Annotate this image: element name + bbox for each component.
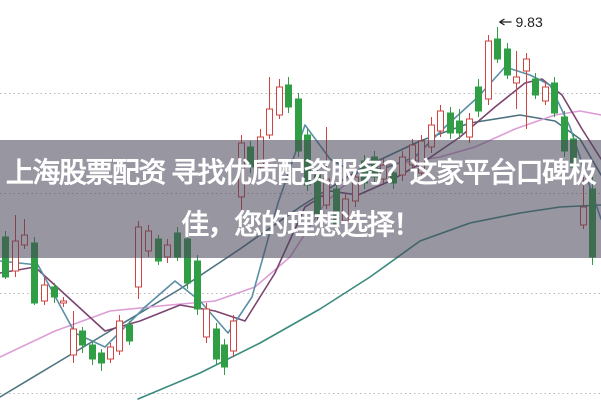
candle-body xyxy=(213,328,220,360)
headline-line-1: 上海股票配资 寻找优质配资服务？这家平台口碑极 xyxy=(5,157,597,188)
candle-body xyxy=(107,346,114,360)
candle-body xyxy=(466,118,473,138)
candle-body xyxy=(532,78,539,96)
candle-body xyxy=(504,48,511,76)
candle-body xyxy=(60,300,67,304)
candle-body xyxy=(513,76,520,84)
candle-body xyxy=(194,260,201,310)
candle-body xyxy=(276,86,283,116)
candle-body xyxy=(116,320,123,352)
candle-body xyxy=(551,82,558,114)
candle-body xyxy=(203,308,210,338)
candle-body xyxy=(98,352,105,364)
candle-body xyxy=(89,344,96,360)
candle-body xyxy=(230,320,237,352)
annotation-arrow xyxy=(499,18,512,26)
candle-body xyxy=(475,86,482,112)
candle-body xyxy=(266,108,273,136)
candle-body xyxy=(523,58,530,72)
headline-banner: 上海股票配资 寻找优质配资服务？这家平台口碑极 佳，您的理想选择！ xyxy=(0,140,601,258)
candle-body xyxy=(447,112,454,134)
candle-body xyxy=(41,284,48,302)
candle-body xyxy=(542,86,549,102)
candle-body xyxy=(221,344,228,368)
headline-line-2: 佳，您的理想选择！ xyxy=(181,209,421,240)
candle-body xyxy=(51,286,58,298)
candle-body xyxy=(456,120,463,134)
candle-body xyxy=(79,330,86,346)
candle-body xyxy=(285,84,292,108)
candle-body xyxy=(494,38,501,60)
candle-body xyxy=(485,40,492,100)
candle-body xyxy=(70,328,77,356)
candle-body xyxy=(126,324,133,342)
candle-body xyxy=(437,110,444,132)
price-annotation-label: 9.83 xyxy=(516,14,543,30)
